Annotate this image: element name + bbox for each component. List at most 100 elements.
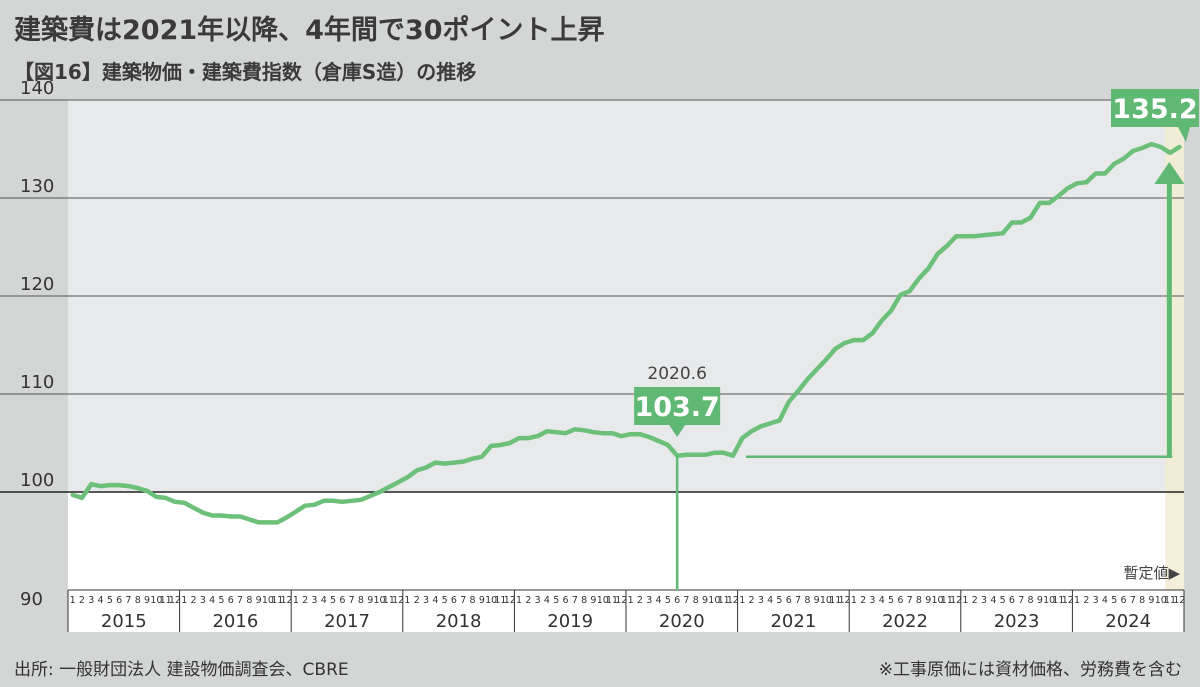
month-tick-label: 3 bbox=[423, 595, 429, 606]
month-tick-label: 9 bbox=[814, 595, 820, 606]
month-tick-label: 5 bbox=[330, 595, 336, 606]
annotation-box-high bbox=[1111, 89, 1199, 127]
month-tick-label: 12 bbox=[504, 595, 516, 606]
month-tick-label: 4 bbox=[544, 595, 550, 606]
month-tick-label: 6 bbox=[116, 595, 122, 606]
month-tick-label: 9 bbox=[702, 595, 708, 606]
year-label: 2018 bbox=[436, 611, 482, 632]
footnote: ※工事原価には資材価格、労務費を含む bbox=[878, 660, 1182, 680]
month-tick-label: 11 bbox=[271, 595, 283, 606]
month-tick-label: 10 bbox=[485, 595, 497, 606]
year-label: 2015 bbox=[101, 611, 147, 632]
month-tick-label: 4 bbox=[98, 595, 104, 606]
plot-area-lower bbox=[68, 492, 1184, 590]
month-tick-label: 10 bbox=[820, 595, 832, 606]
series-layer bbox=[70, 141, 1182, 525]
year-label: 2022 bbox=[882, 611, 928, 632]
month-tick-label: 8 bbox=[1028, 595, 1034, 606]
month-tick-label: 8 bbox=[1139, 595, 1145, 606]
month-tick-label: 12 bbox=[281, 595, 293, 606]
month-tick-label: 3 bbox=[200, 595, 206, 606]
month-tick-label: 3 bbox=[758, 595, 764, 606]
y-axis: 90 100 110 120 130 140 bbox=[20, 78, 54, 610]
month-tick-label: 11 bbox=[383, 595, 395, 606]
y-tick-label: 130 bbox=[20, 176, 54, 197]
month-tick-label: 3 bbox=[88, 595, 94, 606]
year-label: 2017 bbox=[324, 611, 370, 632]
month-tick-label: 4 bbox=[321, 595, 327, 606]
month-tick-label: 10 bbox=[262, 595, 274, 606]
month-tick-label: 10 bbox=[932, 595, 944, 606]
month-tick-label: 8 bbox=[246, 595, 252, 606]
month-tick-label: 11 bbox=[160, 595, 172, 606]
month-tick-label: 10 bbox=[374, 595, 386, 606]
month-tick-label: 9 bbox=[1148, 595, 1154, 606]
month-tick-label: 12 bbox=[615, 595, 627, 606]
month-tick-label: 8 bbox=[581, 595, 587, 606]
month-tick-label: 2 bbox=[1083, 595, 1089, 606]
month-tick-label: 6 bbox=[786, 595, 792, 606]
y-tick-label: 90 bbox=[20, 589, 43, 610]
month-tick-label: 2 bbox=[302, 595, 308, 606]
month-tick-label: 8 bbox=[916, 595, 922, 606]
month-tick-label: 7 bbox=[349, 595, 355, 606]
source-note: 出所: 一般財団法人 建設物価調査会、CBRE bbox=[14, 660, 349, 680]
month-tick-label: 7 bbox=[907, 595, 913, 606]
month-tick-label: 2 bbox=[637, 595, 643, 606]
month-tick-label: 5 bbox=[776, 595, 782, 606]
month-tick-label: 9 bbox=[1037, 595, 1043, 606]
month-tick-label: 5 bbox=[553, 595, 559, 606]
month-tick-label: 5 bbox=[1000, 595, 1006, 606]
month-tick-label: 8 bbox=[135, 595, 141, 606]
month-tick-label: 6 bbox=[1009, 595, 1015, 606]
month-tick-label: 7 bbox=[572, 595, 578, 606]
month-tick-label: 9 bbox=[367, 595, 373, 606]
year-label: 2023 bbox=[994, 611, 1040, 632]
month-tick-label: 7 bbox=[1130, 595, 1136, 606]
month-tick-label: 1 bbox=[70, 595, 76, 606]
month-tick-label: 7 bbox=[1018, 595, 1024, 606]
month-tick-label: 12 bbox=[169, 595, 181, 606]
month-tick-label: 9 bbox=[256, 595, 262, 606]
month-tick-label: 9 bbox=[925, 595, 931, 606]
month-tick-label: 7 bbox=[460, 595, 466, 606]
annotation-pointer-high bbox=[1178, 127, 1190, 142]
month-tick-label: 10 bbox=[708, 595, 720, 606]
y-tick-label: 140 bbox=[20, 78, 54, 99]
month-tick-label: 9 bbox=[590, 595, 596, 606]
month-tick-label: 5 bbox=[1111, 595, 1117, 606]
month-tick-label: 1 bbox=[1074, 595, 1080, 606]
y-tick-label: 100 bbox=[20, 470, 54, 491]
month-tick-label: 12 bbox=[392, 595, 404, 606]
month-tick-label: 2 bbox=[414, 595, 420, 606]
rise-arrow-head bbox=[1154, 162, 1185, 184]
month-tick-label: 4 bbox=[990, 595, 996, 606]
month-tick-label: 12 bbox=[1173, 595, 1185, 606]
month-tick-label: 1 bbox=[851, 595, 857, 606]
month-tick-label: 8 bbox=[693, 595, 699, 606]
month-tick-label: 6 bbox=[563, 595, 569, 606]
month-tick-label: 2 bbox=[525, 595, 531, 606]
annotation-box-low bbox=[634, 387, 721, 425]
month-tick-label: 11 bbox=[494, 595, 506, 606]
month-tick-label: 2 bbox=[749, 595, 755, 606]
month-tick-label: 6 bbox=[1121, 595, 1127, 606]
month-tick-label: 12 bbox=[839, 595, 851, 606]
month-tick-label: 7 bbox=[795, 595, 801, 606]
month-tick-label: 2 bbox=[191, 595, 197, 606]
month-tick-label: 5 bbox=[218, 595, 224, 606]
annotation-layer: 2020.6 103.7 135.2 bbox=[634, 89, 1199, 590]
chart-subtitle: 【図16】建築物価・建築費指数（倉庫S造）の推移 bbox=[14, 60, 477, 84]
month-tick-label: 8 bbox=[804, 595, 810, 606]
month-tick-label: 3 bbox=[869, 595, 875, 606]
month-tick-label: 11 bbox=[1052, 595, 1064, 606]
month-tick-label: 5 bbox=[665, 595, 671, 606]
month-tick-label: 1 bbox=[628, 595, 634, 606]
month-tick-label: 9 bbox=[144, 595, 150, 606]
month-tick-label: 11 bbox=[1164, 595, 1176, 606]
month-tick-label: 9 bbox=[479, 595, 485, 606]
month-tick-label: 1 bbox=[404, 595, 410, 606]
annotation-pointer-low bbox=[669, 425, 686, 437]
